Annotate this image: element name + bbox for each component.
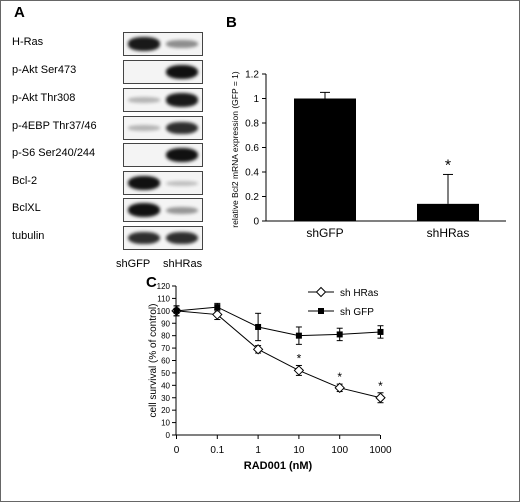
lane-label-shhras: shHRas (163, 258, 203, 270)
blot-band-gfp (128, 97, 160, 103)
panel-a-letter: A (14, 4, 25, 21)
blot-band-hras (166, 93, 198, 107)
blot-band-hras (166, 148, 198, 162)
blot-band-hras (166, 121, 198, 135)
x-category-label: shGFP (306, 226, 343, 240)
blot-band-gfp (128, 37, 160, 51)
blot-band-hras (166, 231, 198, 245)
y-axis-title: relative Bcl2 mRNA expression (GFP = 1) (230, 71, 240, 228)
blot-label: tubulin (12, 230, 45, 242)
blot-band-gfp (128, 203, 160, 217)
blot-band-hras (166, 180, 198, 186)
blot-band-gfp (128, 125, 160, 131)
blot-strip (123, 88, 203, 112)
bar-shHRas (417, 203, 479, 221)
y-tick-label: 1.2 (245, 70, 259, 81)
blot-label: Bcl-2 (12, 175, 38, 187)
blot-strip (123, 143, 203, 167)
blot-strip (123, 198, 203, 222)
y-tick-label: 1 (253, 94, 259, 105)
y-tick-label: 0.4 (245, 168, 259, 179)
bar-shGFP (294, 98, 356, 221)
blot-label: p-Akt Thr308 (12, 92, 76, 104)
blot-label: p-Akt Ser473 (12, 64, 77, 76)
blot-label: H-Ras (12, 36, 44, 48)
panel-b-letter: B (226, 14, 237, 31)
blot-label: p-4EBP Thr37/46 (12, 120, 97, 132)
blot-band-gfp (128, 231, 160, 245)
x-category-label: shHRas (427, 226, 470, 240)
lane-label-shgfp: shGFP (116, 258, 151, 270)
blot-band-gfp (128, 176, 160, 190)
blot-strip (123, 226, 203, 250)
blot-strip (123, 171, 203, 195)
blot-strip (123, 32, 203, 56)
blot-band-hras (166, 206, 198, 214)
blot-label: p-S6 Ser240/244 (12, 147, 96, 159)
blot-band-hras (166, 65, 198, 79)
y-tick-label: 0.6 (245, 143, 259, 154)
blot-strip (123, 116, 203, 140)
significance-marker: * (445, 157, 451, 174)
blot-band-hras (166, 40, 198, 48)
y-tick-label: 0.8 (245, 119, 259, 130)
y-tick-label: 0 (253, 217, 259, 228)
y-tick-label: 0.2 (245, 192, 259, 203)
blot-strip (123, 60, 203, 84)
blot-label: BclXL (12, 202, 41, 214)
panel-c-letter: C (146, 274, 157, 291)
